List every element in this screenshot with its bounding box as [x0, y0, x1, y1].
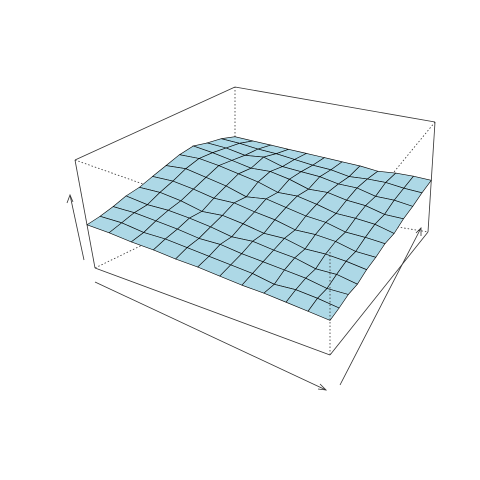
- arrow-head: [66, 193, 74, 204]
- surface-facet: [307, 297, 340, 321]
- arrow-head: [415, 227, 422, 236]
- axis-arrow: [94, 281, 327, 391]
- box-edge: [427, 121, 436, 233]
- box-edge: [74, 86, 236, 161]
- surface: [86, 136, 432, 321]
- box-edge: [234, 86, 436, 123]
- axis-arrow: [339, 227, 422, 386]
- axis-arrow: [69, 194, 85, 261]
- box-edge: [74, 159, 96, 269]
- box-front: [66, 193, 429, 391]
- arrow-head: [317, 383, 328, 391]
- box-edge: [329, 231, 429, 356]
- box-edge: [94, 267, 331, 356]
